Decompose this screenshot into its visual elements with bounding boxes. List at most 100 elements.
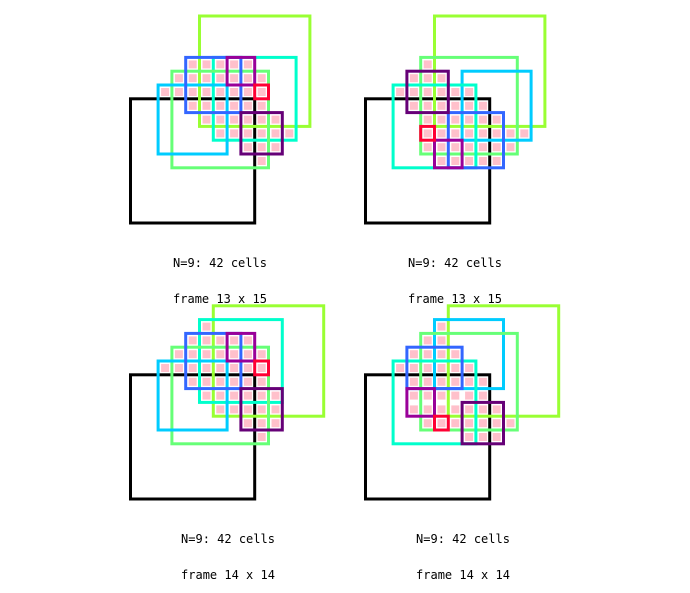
grid-cell (423, 88, 432, 96)
grid-cell (478, 391, 487, 400)
panel-3-frame-size: frame 14 x 14 (181, 568, 275, 582)
grid-cell (437, 74, 446, 83)
grid-cell (437, 377, 446, 386)
grid-cell (230, 405, 239, 414)
frame-black (129, 97, 257, 225)
grid-cell (506, 419, 515, 428)
panel-2-cell-count: N=9: 42 cells (408, 256, 502, 270)
grid-cell (423, 336, 432, 345)
panel-3-caption: N=9: 42 cells frame 14 x 14 (128, 509, 328, 593)
panel-2 (364, 14, 547, 225)
grid-cell (216, 336, 225, 345)
grid-cell (423, 350, 432, 359)
grid-cell (230, 60, 239, 69)
grid-cell (409, 391, 418, 400)
grid-cell (465, 88, 474, 96)
frame-cyan (460, 69, 533, 142)
grid-cell (451, 129, 460, 138)
grid-cell (465, 433, 474, 441)
grid-cell (437, 336, 446, 345)
frame-cyan (156, 359, 229, 432)
frame-black (364, 373, 492, 501)
frame-lightgreen (419, 331, 519, 432)
grid-cell (243, 391, 252, 400)
grid-cell (243, 101, 252, 110)
grid-cell (257, 377, 266, 386)
grid-cell (465, 129, 474, 138)
frame-cyan (433, 318, 505, 391)
grid-cell (257, 101, 266, 110)
grid-cell (188, 60, 197, 69)
grid-cell (271, 129, 280, 138)
grid-cell (243, 143, 252, 152)
grid-cell (492, 419, 501, 428)
grid-cell (465, 419, 474, 428)
grid-cell (423, 364, 432, 372)
grid-cell (202, 88, 211, 96)
grid-cell (423, 129, 432, 138)
grid-cell (451, 88, 460, 96)
grid-cell (478, 433, 487, 441)
grid-cell (243, 405, 252, 414)
grid-cell (451, 157, 460, 165)
grid-cell (423, 377, 432, 386)
panel-1-caption: N=9: 42 cells frame 13 x 15 (120, 233, 320, 317)
grid-cell (451, 115, 460, 124)
grid-cell (216, 88, 225, 96)
grid-cell (271, 405, 280, 414)
grid-cell (478, 419, 487, 428)
grid-cell (188, 377, 197, 386)
grid-cell (271, 143, 280, 152)
panel-4-caption: N=9: 42 cells frame 14 x 14 (363, 509, 563, 593)
grid-cell (478, 129, 487, 138)
grid-cell (437, 143, 446, 152)
frame-magenta (405, 387, 436, 418)
grid-cell (243, 88, 252, 96)
frame-black (364, 97, 492, 225)
grid-cell (423, 143, 432, 152)
grid-cell (257, 157, 266, 165)
grid-cell (243, 129, 252, 138)
grid-cell (409, 74, 418, 83)
grid-cell (465, 115, 474, 124)
grid-cell (437, 129, 446, 138)
grid-cell (257, 419, 266, 428)
grid-cell (202, 322, 211, 331)
grid-cell (243, 350, 252, 359)
panel-3-cell-count: N=9: 42 cells (181, 532, 275, 546)
frame-darkpurple (405, 69, 450, 115)
grid-cell (271, 419, 280, 428)
grid-cell (257, 88, 266, 96)
grid-cell (216, 391, 225, 400)
grid-cell (492, 157, 501, 165)
grid-cell (423, 419, 432, 428)
grid-cell (451, 101, 460, 110)
grid-cell (202, 101, 211, 110)
panel-4-cell-count: N=9: 42 cells (416, 532, 510, 546)
grid-cell (492, 115, 501, 124)
grid-cell (216, 405, 225, 414)
grid-cell (271, 115, 280, 124)
panel-1-frame-size: frame 13 x 15 (173, 292, 267, 306)
grid-cell (216, 101, 225, 110)
panel-4 (364, 304, 561, 501)
grid-cell (492, 143, 501, 152)
grid-cell (230, 350, 239, 359)
grid-cell (243, 60, 252, 69)
grid-cell (271, 391, 280, 400)
grid-cell (423, 405, 432, 414)
grid-cell (257, 350, 266, 359)
frame-red (253, 83, 270, 101)
grid-cell (243, 377, 252, 386)
grid-cell (451, 364, 460, 372)
grid-cell (506, 129, 515, 138)
panel-3 (129, 304, 326, 501)
grid-cell (230, 115, 239, 124)
grid-cell (230, 101, 239, 110)
grid-cell (230, 88, 239, 96)
grid-cell (465, 377, 474, 386)
grid-cell (202, 391, 211, 400)
frame-darkpurple (460, 400, 506, 446)
grid-cell (492, 129, 501, 138)
grid-cell (451, 350, 460, 359)
